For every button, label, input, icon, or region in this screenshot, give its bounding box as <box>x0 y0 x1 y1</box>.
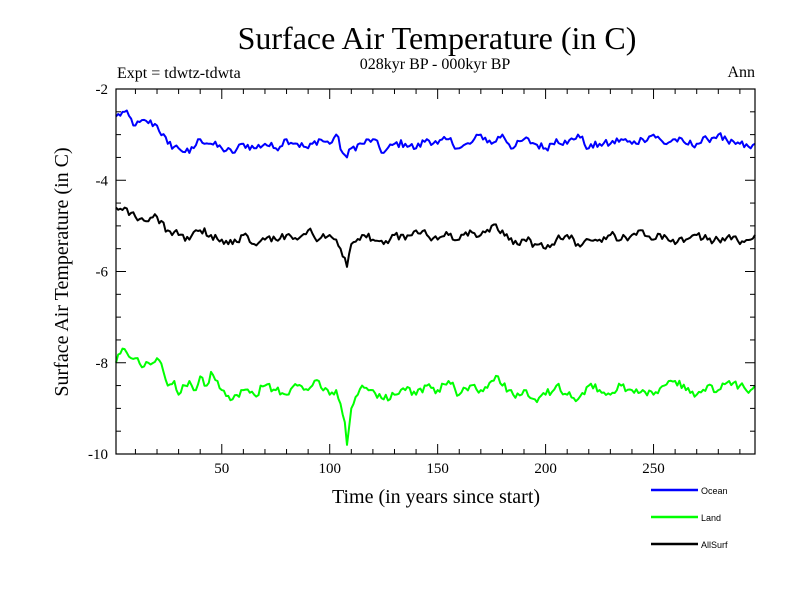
series-layer <box>115 109 756 446</box>
y-tick-label: -4 <box>96 173 109 189</box>
axes-layer: 50 100 150 200 250 -10 -8 -6 -4 -2 <box>88 82 755 477</box>
x-tick-label: 50 <box>214 461 229 477</box>
x-tick-label: 250 <box>642 461 665 477</box>
y-tick-label: -8 <box>96 356 109 372</box>
legend: Ocean Land AllSurf <box>651 486 728 550</box>
series-line-ocean <box>115 109 756 159</box>
legend-label-ocean: Ocean <box>701 486 728 496</box>
chart-title: Surface Air Temperature (in C) <box>238 20 637 56</box>
series-line-land <box>115 347 756 446</box>
x-axis-label: Time (in years since start) <box>332 486 540 508</box>
legend-label-land: Land <box>701 513 721 523</box>
legend-label-allsurf: AllSurf <box>701 540 728 550</box>
chart-subtitle: 028kyr BP - 000kyr BP <box>360 56 511 73</box>
season-label: Ann <box>727 64 755 81</box>
y-tick-label: -10 <box>88 447 108 463</box>
x-tick-label: 150 <box>426 461 449 477</box>
x-tick-label: 200 <box>534 461 557 477</box>
y-tick-label: -2 <box>96 82 109 98</box>
y-tick-label: -6 <box>96 265 109 281</box>
series-line-allsurf <box>115 206 756 268</box>
experiment-label: Expt = tdwtz-tdwta <box>117 65 241 82</box>
y-axis-label: Surface Air Temperature (in C) <box>51 147 73 396</box>
x-tick-label: 100 <box>318 461 341 477</box>
